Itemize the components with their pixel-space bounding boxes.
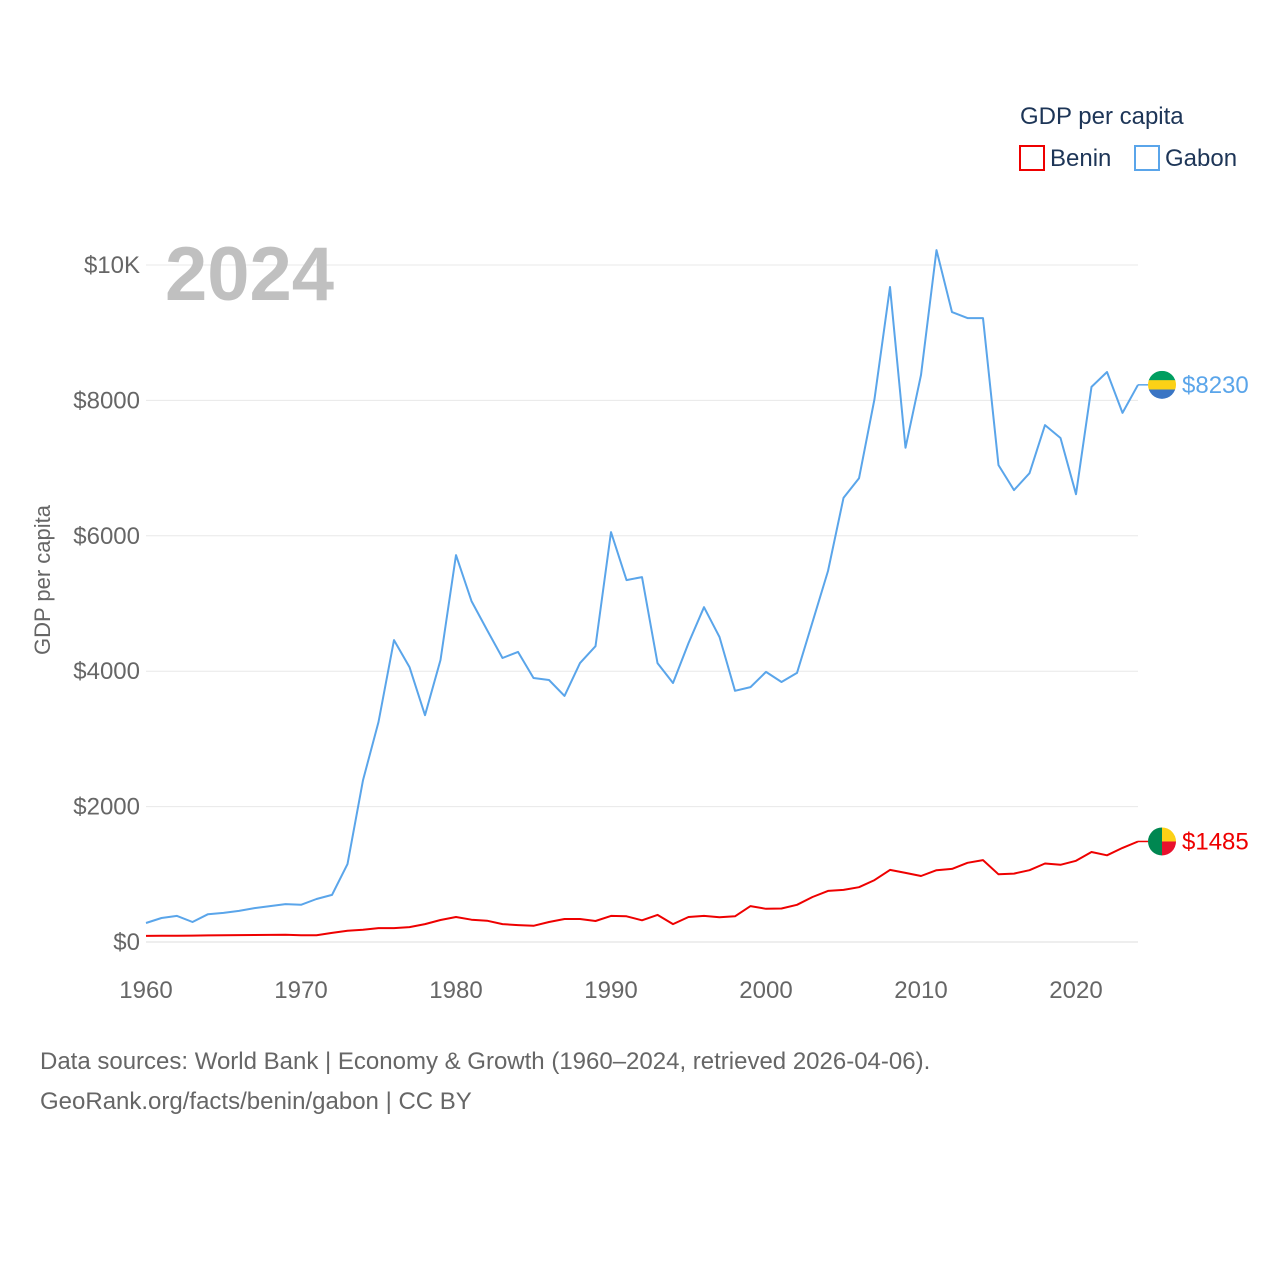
x-tick-label: 1960 [119, 977, 172, 1004]
x-tick-label: 2020 [1049, 977, 1102, 1004]
x-tick-label: 1970 [274, 977, 327, 1004]
flag-icon-gabon [1148, 370, 1176, 399]
y-tick-label: $0 [113, 929, 140, 956]
footer-source: Data sources: World Bank | Economy & Gro… [40, 1048, 930, 1075]
legend-label-gabon[interactable]: Gabon [1165, 145, 1237, 172]
footer-link[interactable]: GeoRank.org/facts/benin/gabon | CC BY [40, 1088, 472, 1115]
end-value-label-benin: $1485 [1182, 828, 1249, 855]
legend: GDP per capita Benin Gabon [1019, 103, 1237, 172]
y-tick-label: $2000 [73, 794, 140, 821]
x-tick-label: 2000 [739, 977, 792, 1004]
x-tick-label: 1990 [584, 977, 637, 1004]
y-tick-label: $10K [84, 252, 140, 279]
legend-swatch-gabon[interactable] [1134, 145, 1160, 171]
flag-icon-benin [1148, 827, 1176, 856]
series-line-gabon[interactable] [145, 249, 1139, 924]
x-tick-label: 2010 [894, 977, 947, 1004]
end-value-label-gabon: $8230 [1182, 372, 1249, 399]
legend-label-benin[interactable]: Benin [1050, 145, 1111, 172]
x-tick-label: 1980 [429, 977, 482, 1004]
year-watermark: 2024 [165, 232, 334, 317]
legend-swatch-benin[interactable] [1019, 145, 1045, 171]
y-tick-label: $6000 [73, 523, 140, 550]
series-line-benin[interactable] [145, 840, 1139, 937]
y-axis-label: GDP per capita [30, 504, 55, 655]
y-tick-label: $4000 [73, 658, 140, 685]
y-tick-label: $8000 [73, 387, 140, 414]
legend-title: GDP per capita [1020, 103, 1184, 130]
